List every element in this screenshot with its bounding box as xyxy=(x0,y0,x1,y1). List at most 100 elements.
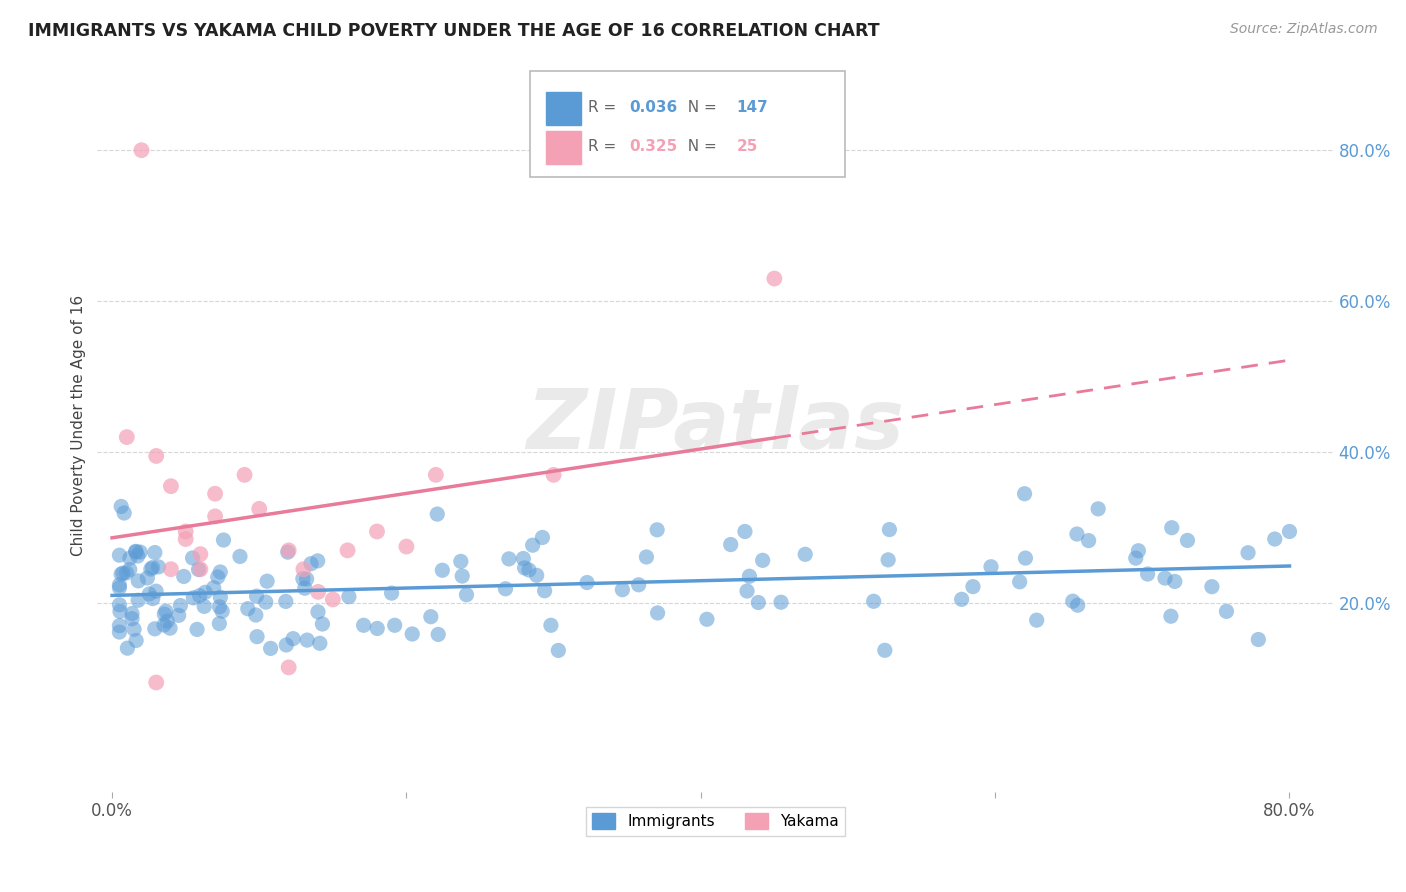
Point xyxy=(169,599,191,613)
Point xyxy=(1066,527,1088,541)
Point xyxy=(308,636,330,650)
Point xyxy=(1160,521,1182,535)
Point xyxy=(1125,551,1147,566)
Point xyxy=(186,623,208,637)
Point xyxy=(862,594,884,608)
Point xyxy=(322,592,344,607)
Point xyxy=(276,638,298,652)
Text: N =: N = xyxy=(679,100,723,115)
Point xyxy=(1087,501,1109,516)
Point xyxy=(277,543,299,558)
Point xyxy=(174,524,197,539)
Point xyxy=(498,552,520,566)
Point xyxy=(142,591,165,606)
Point xyxy=(208,616,231,631)
Point xyxy=(879,523,901,537)
Point xyxy=(155,604,177,618)
Point xyxy=(495,582,517,596)
Point xyxy=(294,581,316,595)
Point xyxy=(254,595,277,609)
Point xyxy=(108,581,131,595)
Point xyxy=(337,590,360,604)
Point xyxy=(962,580,984,594)
Point xyxy=(456,588,478,602)
Point xyxy=(229,549,252,564)
Point xyxy=(543,467,565,482)
Point xyxy=(950,592,973,607)
Point xyxy=(259,641,281,656)
Point xyxy=(117,641,139,656)
Point xyxy=(143,545,166,559)
Point xyxy=(281,632,304,646)
Point xyxy=(751,553,773,567)
Point xyxy=(108,625,131,640)
Point xyxy=(131,143,153,157)
Point xyxy=(122,622,145,636)
Point xyxy=(108,548,131,562)
Point xyxy=(145,449,167,463)
Point xyxy=(381,586,404,600)
Point xyxy=(1160,609,1182,624)
Point xyxy=(108,598,131,612)
Point xyxy=(451,569,474,583)
Text: R =: R = xyxy=(588,100,621,115)
Point xyxy=(512,551,534,566)
Point xyxy=(125,544,148,558)
Point xyxy=(167,608,190,623)
Point xyxy=(153,618,176,632)
Point xyxy=(115,430,138,444)
Text: 0.036: 0.036 xyxy=(628,100,678,115)
Point xyxy=(245,589,267,603)
Point xyxy=(307,585,329,599)
Point xyxy=(160,479,183,493)
Point xyxy=(794,547,817,561)
Point xyxy=(108,618,131,632)
Point xyxy=(233,467,256,482)
Point xyxy=(513,561,536,575)
Point xyxy=(1066,598,1088,612)
Point xyxy=(118,551,141,566)
Bar xyxy=(546,130,581,163)
Point xyxy=(208,599,231,614)
Point xyxy=(636,549,658,564)
Point xyxy=(612,582,634,597)
Point xyxy=(112,506,135,520)
Point xyxy=(127,574,149,588)
Bar xyxy=(546,92,581,125)
Text: ZIPatlas: ZIPatlas xyxy=(527,385,904,467)
Point xyxy=(115,566,138,580)
Point xyxy=(1136,567,1159,582)
Point xyxy=(209,591,232,605)
Point xyxy=(295,572,318,586)
Point xyxy=(307,554,329,568)
Point xyxy=(204,509,226,524)
Point xyxy=(127,549,149,563)
Point xyxy=(153,607,176,621)
Point xyxy=(245,607,267,622)
Point xyxy=(143,622,166,636)
Point xyxy=(1164,574,1187,589)
Point xyxy=(426,507,449,521)
Text: 25: 25 xyxy=(737,138,758,153)
Point xyxy=(209,565,232,579)
Point xyxy=(395,540,418,554)
Point xyxy=(1014,487,1036,501)
Point xyxy=(190,562,212,576)
Point xyxy=(202,581,225,595)
Point xyxy=(1014,551,1036,566)
Point xyxy=(1201,580,1223,594)
Point xyxy=(108,604,131,618)
Point xyxy=(295,633,318,648)
Point xyxy=(256,574,278,589)
Point xyxy=(156,614,179,628)
Legend: Immigrants, Yakama: Immigrants, Yakama xyxy=(586,807,845,836)
Point xyxy=(136,571,159,585)
Point xyxy=(734,524,756,539)
Point xyxy=(212,533,235,547)
Point xyxy=(517,563,540,577)
Point xyxy=(160,562,183,576)
Point xyxy=(307,605,329,619)
Point xyxy=(291,572,314,586)
Point xyxy=(366,622,388,636)
Point xyxy=(174,532,197,546)
